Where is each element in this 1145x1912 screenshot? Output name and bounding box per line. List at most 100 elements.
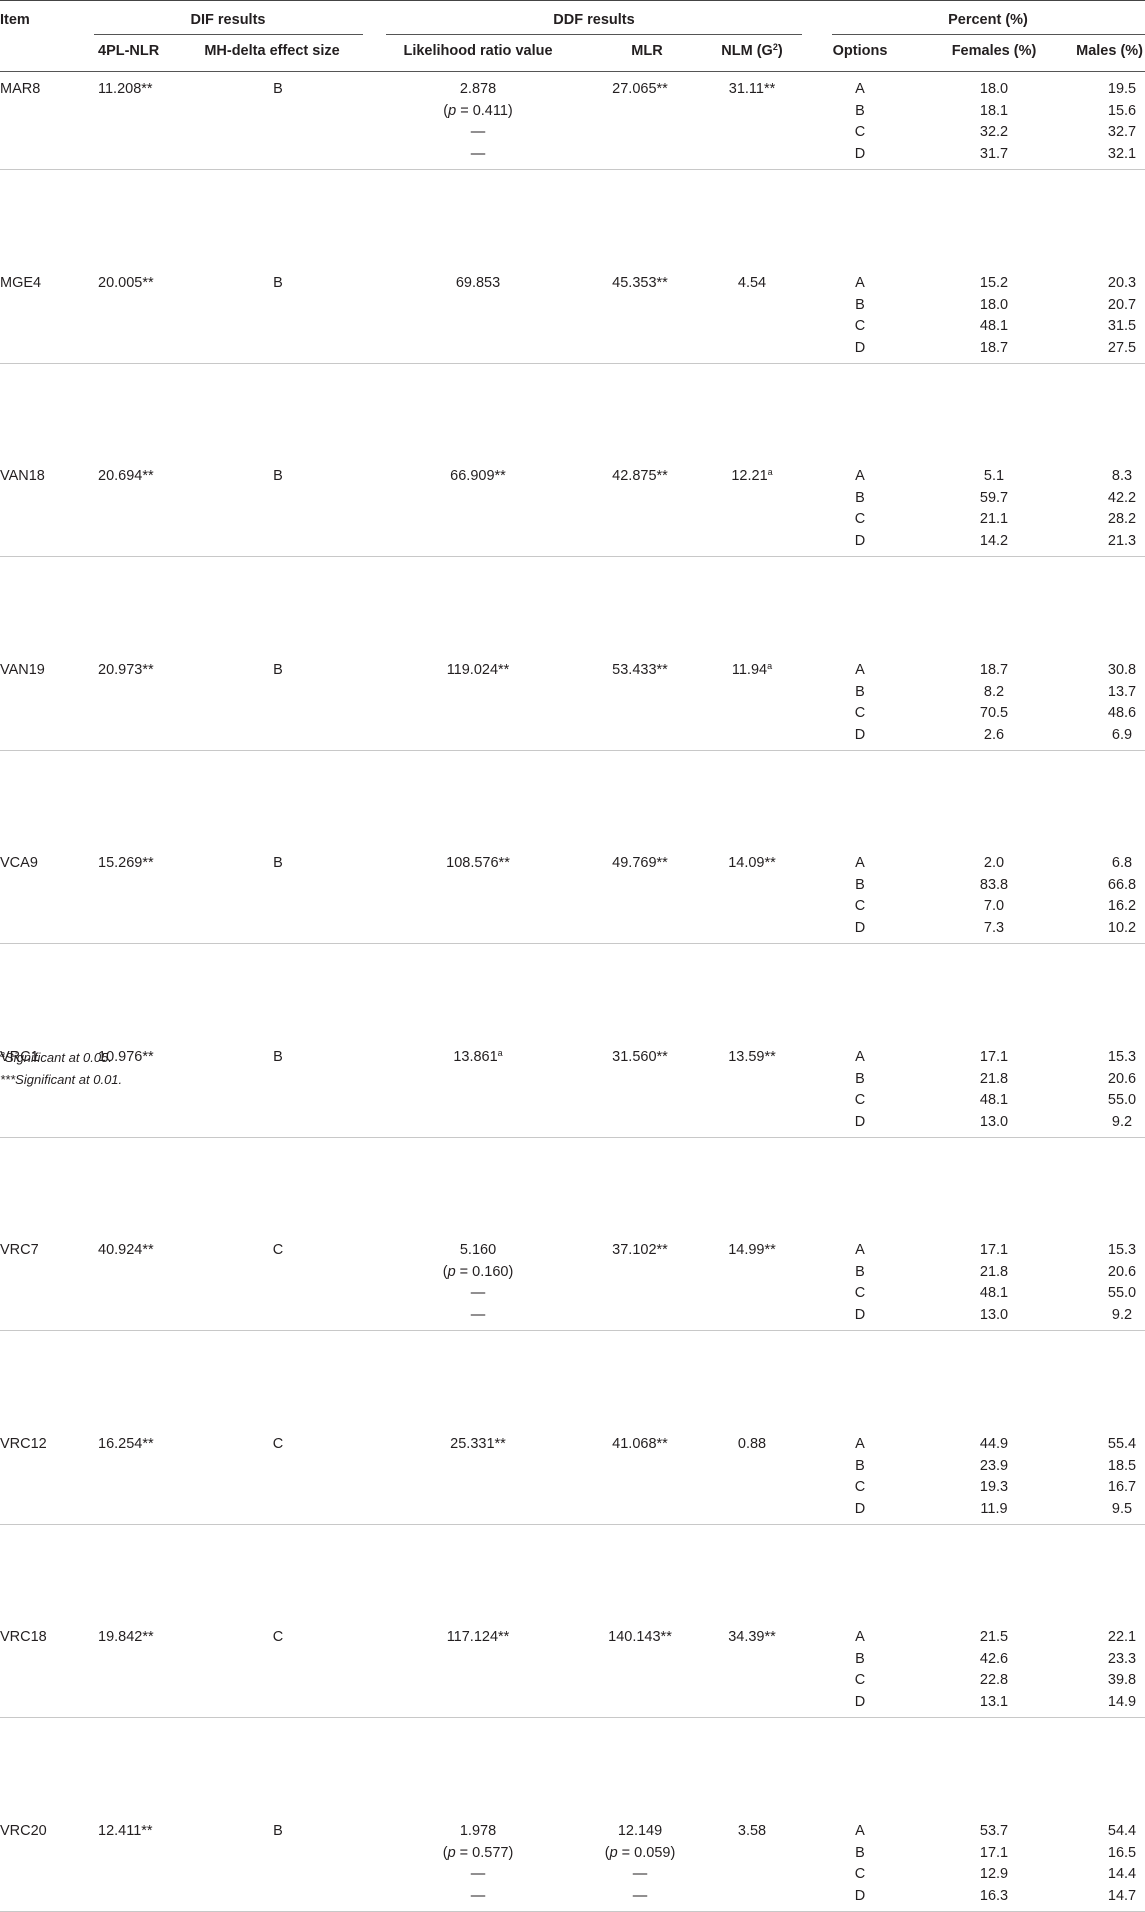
nlr-value: 16.254** [98, 1436, 154, 1452]
option-label: D [854, 146, 866, 162]
females-percent: 7.3 [983, 920, 1005, 936]
option-label: C [854, 1672, 866, 1688]
item-id: VRC12 [0, 1436, 47, 1452]
option-label: C [854, 1092, 866, 1108]
females-percent: 13.0 [979, 1114, 1009, 1130]
option-label: C [854, 898, 866, 914]
row-separator [0, 1330, 1145, 1331]
likelihood-ratio-value: — [470, 1285, 486, 1301]
percent-group-rule [832, 34, 1145, 35]
row-separator [0, 363, 1145, 364]
females-percent: 21.8 [979, 1071, 1009, 1087]
likelihood-ratio-value: 5.160 [459, 1242, 497, 1258]
males-percent: 15.3 [1107, 1049, 1137, 1065]
females-percent: 48.1 [979, 1285, 1009, 1301]
males-percent: 31.5 [1107, 318, 1137, 334]
males-percent: 54.4 [1107, 1823, 1137, 1839]
likelihood-ratio-value: 66.909** [450, 468, 506, 484]
item-id: VRC1 [0, 1049, 39, 1065]
males-percent: 9.2 [1111, 1114, 1133, 1130]
males-percent: 6.9 [1111, 727, 1133, 743]
females-percent: 13.1 [979, 1694, 1009, 1710]
females-percent: 17.1 [979, 1845, 1009, 1861]
likelihood-ratio-value: 117.124** [446, 1629, 510, 1645]
males-percent: 20.7 [1107, 297, 1137, 313]
row-separator [0, 556, 1145, 557]
females-percent: 32.2 [979, 124, 1009, 140]
males-percent: 16.5 [1107, 1845, 1137, 1861]
header-options: Options [832, 43, 888, 59]
likelihood-ratio-value: (p = 0.577) [442, 1845, 514, 1861]
option-label: C [854, 705, 866, 721]
females-percent: 18.0 [979, 297, 1009, 313]
females-percent: 2.6 [983, 727, 1005, 743]
nlm-value: 3.58 [737, 1823, 767, 1839]
nlm-value: 0.88 [737, 1436, 767, 1452]
table-top-rule [0, 0, 1145, 1]
males-percent: 30.8 [1107, 662, 1137, 678]
likelihood-ratio-value: (p = 0.411) [443, 103, 513, 119]
nlm-value: 13.59** [728, 1049, 776, 1065]
item-id: VAN18 [0, 468, 45, 484]
males-percent: 32.1 [1107, 146, 1137, 162]
likelihood-ratio-value: 13.861a [453, 1048, 503, 1066]
nlr-value: 12.411** [98, 1823, 153, 1839]
mlr-value: 42.875** [612, 468, 668, 484]
footnote-b: ***Significant at 0.01. [0, 1072, 123, 1087]
dif-group-rule [94, 34, 363, 35]
nlm-value: 14.99** [728, 1242, 776, 1258]
mlr-value: (p = 0.059) [604, 1845, 676, 1861]
mlr-value: 53.433** [612, 662, 668, 678]
option-label: B [855, 1845, 865, 1861]
males-percent: 20.6 [1107, 1264, 1137, 1280]
option-label: D [854, 1888, 866, 1904]
option-label: D [854, 920, 866, 936]
females-percent: 5.1 [983, 468, 1005, 484]
males-percent: 15.3 [1107, 1242, 1137, 1258]
females-percent: 21.1 [979, 511, 1009, 527]
option-label: A [855, 275, 865, 291]
likelihood-ratio-value: — [470, 146, 486, 162]
females-percent: 2.0 [983, 855, 1005, 871]
females-percent: 11.9 [980, 1501, 1008, 1517]
males-percent: 19.5 [1107, 81, 1137, 97]
option-label: B [855, 1458, 865, 1474]
option-label: D [854, 1694, 866, 1710]
ddf-group-rule [386, 34, 802, 35]
mh-delta-value: C [272, 1629, 284, 1645]
item-id: VRC7 [0, 1242, 39, 1258]
males-percent: 9.2 [1111, 1307, 1133, 1323]
option-label: A [855, 81, 865, 97]
header-mh-delta: MH-delta effect size [204, 43, 340, 59]
option-label: D [854, 1114, 866, 1130]
nlm-value: 14.09** [728, 855, 776, 871]
females-percent: 22.8 [979, 1672, 1009, 1688]
females-percent: 18.7 [979, 662, 1009, 678]
females-percent: 12.9 [979, 1866, 1009, 1882]
males-percent: 14.7 [1107, 1888, 1137, 1904]
males-percent: 15.6 [1107, 103, 1137, 119]
likelihood-ratio-value: 108.576** [446, 855, 510, 871]
option-label: A [855, 1629, 865, 1645]
option-label: B [855, 1264, 865, 1280]
males-percent: 8.3 [1111, 468, 1133, 484]
item-id: MAR8 [0, 81, 41, 97]
mh-delta-value: C [272, 1436, 284, 1452]
header-males: Males (%) [1076, 43, 1143, 59]
option-label: B [855, 297, 865, 313]
likelihood-ratio-value: 119.024** [446, 662, 510, 678]
option-label: A [855, 662, 865, 678]
males-percent: 22.1 [1107, 1629, 1137, 1645]
females-percent: 15.2 [979, 275, 1009, 291]
option-label: A [855, 1242, 865, 1258]
males-percent: 20.6 [1107, 1071, 1137, 1087]
likelihood-ratio-value: 1.978 [459, 1823, 497, 1839]
mh-delta-value: B [273, 275, 283, 291]
mh-delta-value: B [273, 81, 283, 97]
mlr-value: 41.068** [612, 1436, 668, 1452]
females-percent: 48.1 [979, 318, 1009, 334]
males-percent: 55.4 [1107, 1436, 1137, 1452]
option-label: A [855, 1436, 865, 1452]
option-label: B [855, 877, 865, 893]
footnote-a: aSignificant at 0.05. [0, 1049, 112, 1066]
